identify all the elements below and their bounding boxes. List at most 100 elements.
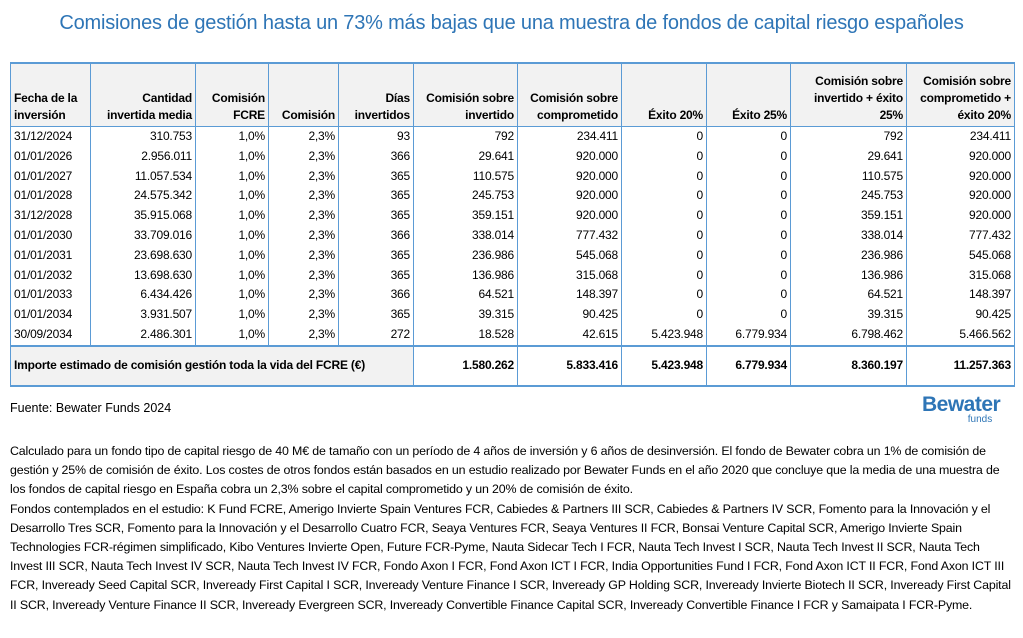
table-cell: 64.521 (790, 285, 907, 306)
table-cell: 3.931.507 (90, 305, 196, 325)
table-row: 01/01/2031 23.698.630 1,0% 2,3% 365 236.986 54… (10, 245, 1015, 266)
methodology-note: Calculado para un fondo tipo de capital … (10, 444, 1000, 497)
table-cell: 0 (706, 245, 791, 266)
table-cell: 0 (621, 126, 707, 147)
table-cell: 136.986 (790, 265, 907, 286)
table-cell: 6.798.462 (790, 324, 907, 346)
table-cell: 245.753 (413, 186, 518, 207)
table-cell: 2,3% (268, 285, 339, 306)
table-cell: 0 (706, 265, 791, 286)
table-cell: 110.575 (413, 166, 518, 187)
page-title: Comisiones de gestión hasta un 73% más b… (59, 12, 964, 34)
source-note: Fuente: Bewater Funds 2024 (10, 401, 172, 415)
total-label: Importe estimado de comisión gestión tod… (10, 344, 414, 387)
table-cell: 365 (338, 245, 414, 266)
total-cell: 5.833.416 (517, 344, 622, 387)
table-cell: 0 (706, 186, 791, 207)
table-cell: 2,3% (268, 206, 339, 226)
table-cell: 315.068 (517, 265, 622, 286)
table-cell: 01/01/2033 (10, 285, 91, 306)
table-cell: 365 (338, 186, 414, 207)
table-cell: 920.000 (906, 166, 1015, 187)
table-cell: 366 (338, 146, 414, 167)
table-cell: 920.000 (517, 206, 622, 226)
table-cell: 338.014 (413, 225, 518, 246)
table-cell: 1,0% (195, 324, 269, 346)
table-cell: 29.641 (413, 146, 518, 167)
table-cell: 365 (338, 206, 414, 226)
table-cell: 39.315 (790, 305, 907, 325)
table-cell: 01/01/2034 (10, 305, 91, 325)
table-cell: 01/01/2032 (10, 265, 91, 286)
table-cell: 01/01/2026 (10, 146, 91, 167)
table-cell: 2,3% (268, 305, 339, 325)
table-cell: 2,3% (268, 245, 339, 266)
logo-sub: funds (967, 414, 993, 425)
table-cell: 5.466.562 (906, 324, 1015, 346)
logo-name: Bewater (922, 393, 1001, 416)
table-cell: 0 (621, 285, 707, 306)
table-cell: 2,3% (268, 126, 339, 147)
table-cell: 01/01/2031 (10, 245, 91, 266)
table-cell: 29.641 (790, 146, 907, 167)
bewater-logo: Bewater funds (922, 393, 1001, 425)
column-header: Éxito 20% (621, 62, 707, 127)
table-row: 01/01/2033 6.434.426 1,0% 2,3% 366 64.521 148.… (10, 285, 1015, 306)
table-cell: 13.698.630 (90, 265, 196, 286)
table-cell: 0 (706, 206, 791, 226)
table-cell: 01/01/2028 (10, 186, 91, 207)
table-cell: 0 (621, 305, 707, 325)
total-cell: 5.423.948 (621, 344, 707, 387)
column-header: Comisión (268, 62, 339, 127)
table-cell: 1,0% (195, 126, 269, 147)
table-cell: 1,0% (195, 265, 269, 286)
table-cell: 90.425 (906, 305, 1015, 325)
table-cell: 6.434.426 (90, 285, 196, 306)
table-cell: 0 (621, 186, 707, 207)
table-cell: 2.956.011 (90, 146, 196, 167)
table-cell: 920.000 (906, 146, 1015, 167)
column-header: Fecha de la inversión (10, 62, 91, 127)
table-cell: 0 (706, 126, 791, 147)
table-cell: 236.986 (790, 245, 907, 266)
table-cell: 0 (621, 225, 707, 246)
table-cell: 315.068 (906, 265, 1015, 286)
column-header: Comisión FCRE (195, 62, 269, 127)
table-cell: 0 (706, 225, 791, 246)
table-cell: 234.411 (517, 126, 622, 147)
table-cell: 920.000 (517, 146, 622, 167)
table-cell: 2.486.301 (90, 324, 196, 346)
table-cell: 2,3% (268, 146, 339, 167)
table-cell: 236.986 (413, 245, 518, 266)
table-cell: 31/12/2024 (10, 126, 91, 147)
table-cell: 2,3% (268, 324, 339, 346)
table-cell: 39.315 (413, 305, 518, 325)
total-row: Importe estimado de comisión gestión tod… (10, 344, 1015, 387)
column-header: Cantidad invertida media (90, 62, 196, 127)
table-cell: 148.397 (906, 285, 1015, 306)
table-cell: 1,0% (195, 206, 269, 226)
table-cell: 365 (338, 305, 414, 325)
table-cell: 359.151 (413, 206, 518, 226)
table-cell: 777.432 (517, 225, 622, 246)
table-cell: 0 (621, 146, 707, 167)
table-cell: 338.014 (790, 225, 907, 246)
table-cell: 2,3% (268, 265, 339, 286)
table-cell: 148.397 (517, 285, 622, 306)
table-cell: 1,0% (195, 146, 269, 167)
table-cell: 11.057.534 (90, 166, 196, 187)
table-cell: 920.000 (517, 166, 622, 187)
total-cell: 8.360.197 (790, 344, 907, 387)
table-cell: 90.425 (517, 305, 622, 325)
table-cell: 366 (338, 285, 414, 306)
column-header: Comisión sobre invertido + éxito 25% (790, 62, 907, 127)
table-cell: 365 (338, 166, 414, 187)
table-row: 30/09/2034 2.486.301 1,0% 2,3% 272 18.528 42.6… (10, 324, 1015, 346)
total-cell: 6.779.934 (706, 344, 791, 387)
table-cell: 1,0% (195, 166, 269, 187)
table-cell: 01/01/2030 (10, 225, 91, 246)
table-cell: 6.779.934 (706, 324, 791, 346)
table-cell: 792 (413, 126, 518, 147)
table-cell: 545.068 (517, 245, 622, 266)
table-cell: 920.000 (906, 206, 1015, 226)
